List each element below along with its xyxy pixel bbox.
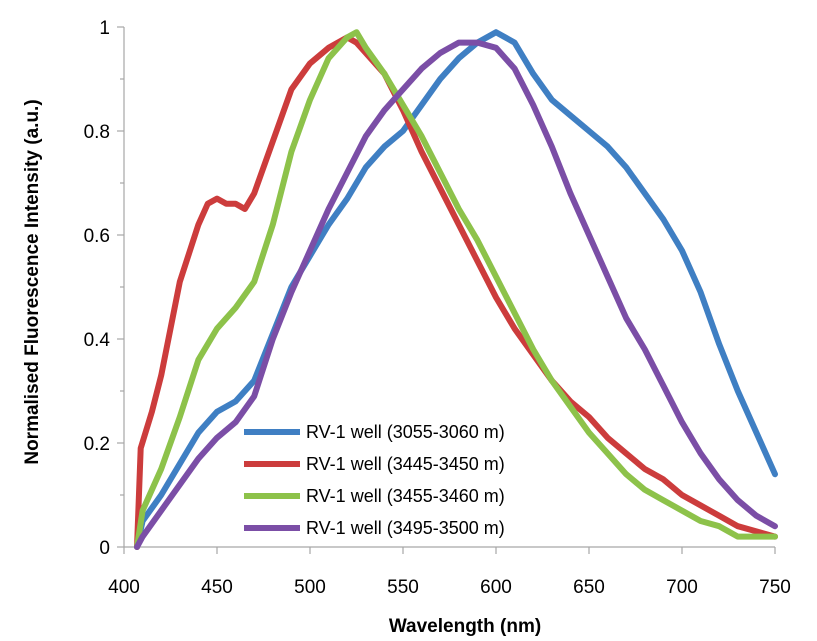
x-tick-label: 700 — [666, 577, 698, 598]
x-tick-label: 450 — [201, 577, 233, 598]
y-tick-label: 0.6 — [84, 226, 110, 247]
series-line — [134, 29, 778, 550]
x-tick-label: 600 — [480, 577, 512, 598]
y-tick-label: 0.4 — [84, 330, 111, 351]
x-tick-label: 650 — [573, 577, 605, 598]
series-lines — [134, 29, 778, 550]
series-line — [134, 39, 778, 550]
axis-ticks: 0 0.2 0.4 0.6 0.8 1 400 450 500 550 600 650 700 750 — [84, 18, 791, 598]
x-tick-label: 550 — [387, 577, 419, 598]
legend-label: RV-1 well (3055-3060 m) — [306, 422, 505, 442]
y-tick-label: 0.8 — [84, 122, 110, 143]
legend: RV-1 well (3055-3060 m) RV-1 well (3445-3… — [244, 422, 505, 538]
y-tick-label: 0 — [99, 538, 110, 559]
series-line — [134, 29, 778, 550]
x-tick-label: 500 — [294, 577, 326, 598]
legend-label: RV-1 well (3495-3500 m) — [306, 518, 505, 538]
x-axis-label: Wavelength (nm) — [389, 616, 541, 637]
y-tick-label: 0.2 — [84, 434, 110, 455]
legend-label: RV-1 well (3455-3460 m) — [306, 486, 505, 506]
x-tick-label: 400 — [108, 577, 140, 598]
legend-label: RV-1 well (3445-3450 m) — [306, 454, 505, 474]
x-tick-label: 750 — [759, 577, 791, 598]
y-axis-label: Normalised Fluorescence Intensity (a.u.) — [22, 99, 43, 464]
y-tick-label: 1 — [99, 18, 110, 39]
